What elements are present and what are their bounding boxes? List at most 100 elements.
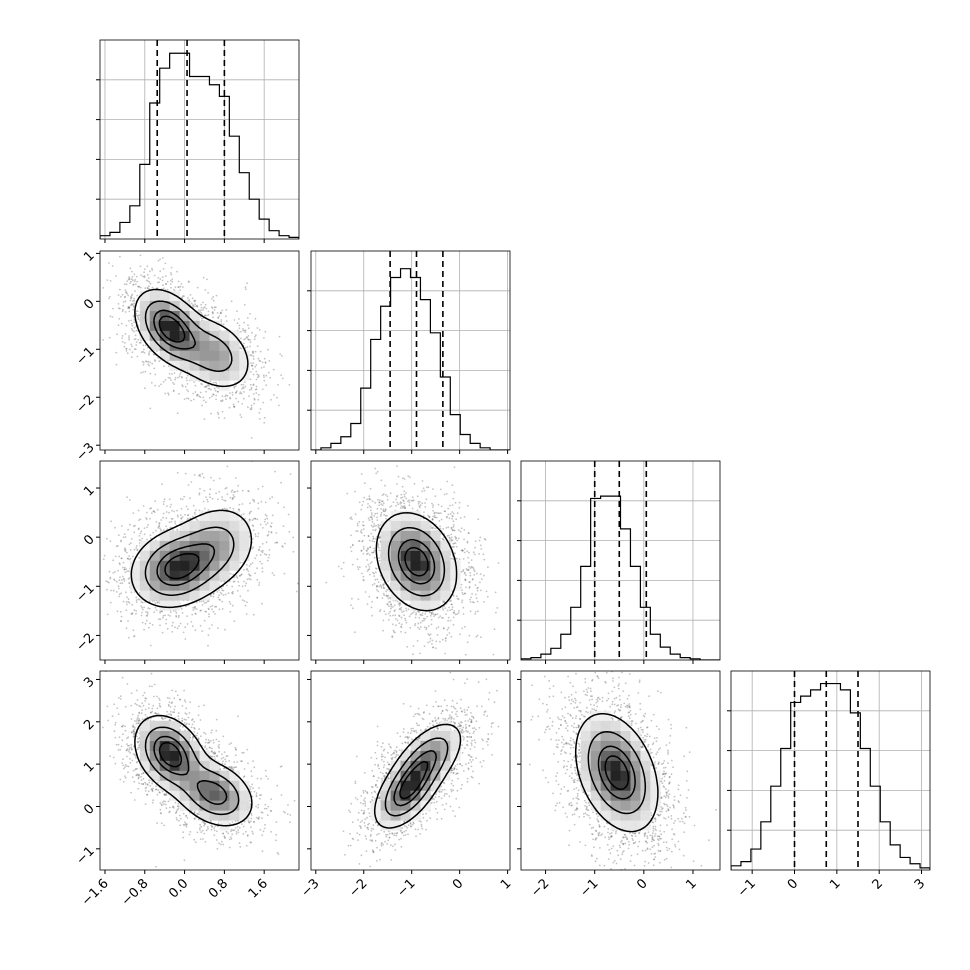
density-cell bbox=[159, 290, 170, 302]
sample-point bbox=[244, 331, 247, 334]
sample-point bbox=[389, 614, 392, 617]
sample-point bbox=[208, 627, 211, 630]
sample-point bbox=[131, 270, 133, 273]
sample-point bbox=[117, 294, 120, 296]
density-cell bbox=[189, 530, 200, 541]
sample-point bbox=[249, 563, 252, 566]
sample-point bbox=[135, 312, 138, 315]
sample-point bbox=[231, 498, 234, 500]
sample-point bbox=[127, 320, 130, 322]
sample-point bbox=[125, 568, 128, 570]
sample-point bbox=[164, 275, 167, 277]
sample-point bbox=[168, 511, 171, 514]
sample-point bbox=[128, 555, 131, 557]
sample-point bbox=[254, 317, 257, 320]
sample-point bbox=[162, 268, 165, 270]
sample-point bbox=[240, 383, 243, 386]
sample-point bbox=[257, 502, 260, 505]
sample-point bbox=[217, 627, 219, 629]
sample-point bbox=[247, 339, 250, 341]
sample-point bbox=[190, 621, 193, 623]
sample-point bbox=[136, 355, 139, 358]
y2-tick-label: 0 bbox=[81, 532, 97, 548]
density-cell bbox=[189, 360, 200, 371]
sample-point bbox=[187, 297, 189, 299]
sample-point bbox=[243, 568, 246, 571]
density-cell bbox=[189, 370, 200, 381]
sample-point bbox=[267, 556, 270, 559]
sample-point bbox=[139, 234, 141, 236]
sample-point bbox=[235, 397, 238, 400]
sample-point bbox=[199, 391, 202, 394]
density-cell bbox=[219, 380, 230, 391]
sample-point bbox=[210, 412, 213, 415]
sample-point bbox=[128, 306, 131, 309]
sample-point bbox=[119, 620, 122, 623]
sample-point bbox=[133, 299, 135, 302]
sample-point bbox=[137, 528, 140, 531]
sample-point bbox=[206, 278, 208, 281]
density-cell bbox=[169, 570, 180, 581]
sample-point bbox=[202, 600, 205, 603]
sample-point bbox=[252, 393, 255, 395]
sample-point bbox=[203, 489, 206, 492]
sample-point bbox=[363, 534, 366, 537]
sample-point bbox=[271, 572, 274, 574]
hist-panel-2 bbox=[517, 460, 721, 664]
sample-point bbox=[169, 526, 172, 529]
sample-point bbox=[255, 370, 258, 373]
density-cell bbox=[129, 570, 141, 581]
sample-point bbox=[148, 607, 151, 610]
sample-point bbox=[71, 626, 73, 628]
sample-point bbox=[479, 536, 482, 539]
sample-point bbox=[131, 612, 134, 614]
sample-point bbox=[240, 416, 243, 418]
sample-point bbox=[215, 398, 217, 401]
sample-point bbox=[133, 319, 136, 321]
sample-point bbox=[159, 258, 162, 260]
sample-point bbox=[130, 304, 132, 307]
sample-point bbox=[166, 280, 169, 283]
sample-point bbox=[232, 496, 234, 499]
sample-point bbox=[185, 377, 188, 379]
sample-point bbox=[283, 506, 285, 509]
sample-point bbox=[109, 577, 112, 580]
sample-point bbox=[202, 301, 204, 304]
sample-point bbox=[270, 531, 273, 534]
sample-point bbox=[278, 335, 281, 338]
sample-point bbox=[176, 471, 179, 474]
sample-point bbox=[239, 574, 242, 577]
sample-point bbox=[434, 527, 436, 530]
density-cell bbox=[149, 340, 160, 351]
sample-point bbox=[179, 622, 182, 625]
density-panel-2-0: −2−101 bbox=[71, 460, 300, 664]
sample-point bbox=[239, 561, 242, 564]
sample-point bbox=[133, 306, 135, 308]
sample-point bbox=[179, 373, 182, 375]
sample-point bbox=[258, 581, 261, 584]
sample-point bbox=[222, 589, 225, 592]
density-cell bbox=[189, 330, 200, 341]
sample-point bbox=[108, 295, 111, 298]
sample-point bbox=[126, 551, 128, 554]
sample-point bbox=[127, 570, 130, 573]
sample-point bbox=[250, 406, 253, 409]
sample-point bbox=[234, 385, 237, 387]
sample-point bbox=[366, 498, 368, 501]
density-cell bbox=[209, 560, 220, 571]
density-cell bbox=[169, 330, 180, 341]
sample-point bbox=[118, 317, 121, 320]
sample-point bbox=[128, 582, 131, 584]
sample-point bbox=[473, 553, 476, 556]
sample-point bbox=[238, 508, 241, 511]
sample-point bbox=[218, 608, 221, 611]
sample-point bbox=[151, 624, 154, 626]
sample-point bbox=[127, 620, 129, 622]
sample-point bbox=[129, 299, 132, 302]
hist-panel-0 bbox=[96, 39, 300, 243]
sample-point bbox=[452, 497, 455, 500]
sample-point bbox=[275, 541, 278, 544]
sample-point bbox=[130, 327, 133, 330]
sample-point bbox=[217, 387, 220, 389]
sample-point bbox=[263, 366, 265, 368]
